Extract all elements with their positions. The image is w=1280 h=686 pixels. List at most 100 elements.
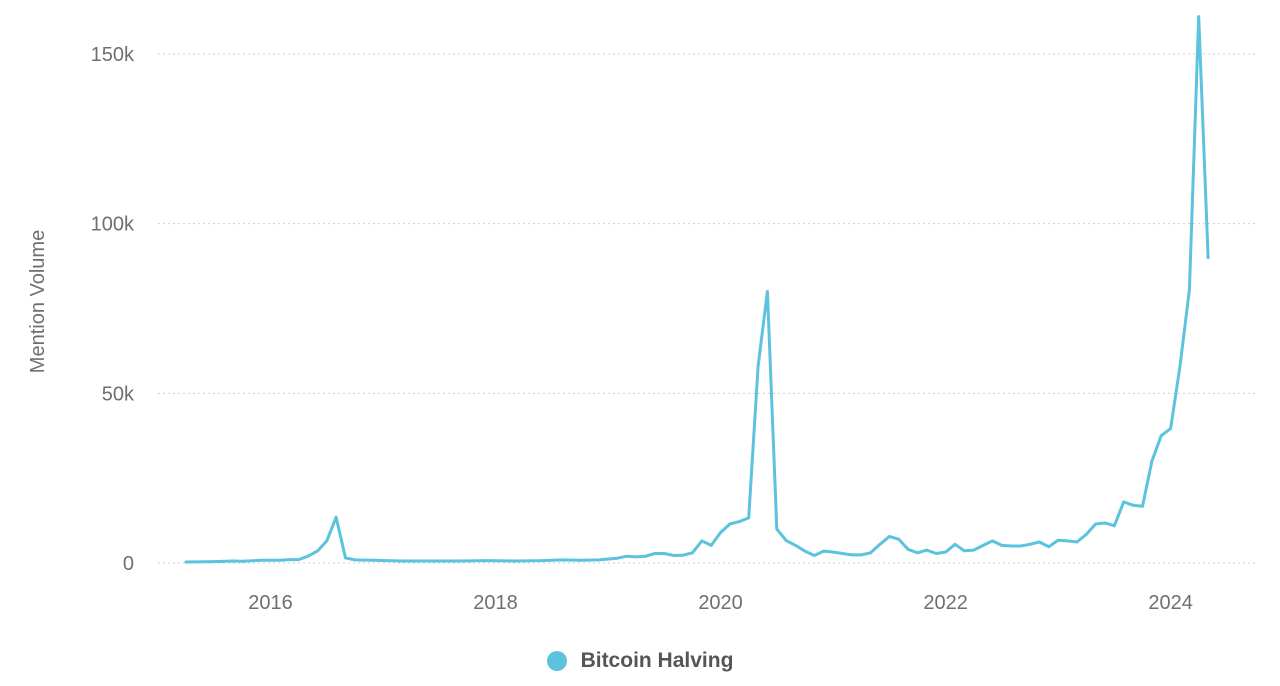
line-chart: 0 50k 100k 150k 2016 2018 2020 2022 2024 Mentio… <box>27 15 1255 614</box>
data-point <box>944 550 947 554</box>
data-point <box>231 559 235 563</box>
data-point <box>953 542 957 546</box>
data-point <box>1169 427 1172 430</box>
data-point <box>878 542 882 546</box>
data-point <box>1113 524 1116 528</box>
data-point <box>325 539 329 543</box>
data-point <box>1188 288 1191 292</box>
data-point <box>991 539 994 543</box>
data-point <box>887 535 891 538</box>
data-point <box>1038 540 1041 544</box>
data-point <box>981 544 985 547</box>
data-point <box>644 554 647 558</box>
data-point <box>775 527 779 531</box>
data-point <box>241 559 244 563</box>
y-tick-label: 0 <box>123 553 134 575</box>
data-point <box>747 516 751 520</box>
data-point <box>1150 459 1154 463</box>
gridlines <box>158 53 1255 564</box>
data-point <box>700 539 704 543</box>
data-point <box>1000 544 1004 547</box>
y-tick-label: 50k <box>102 383 135 405</box>
data-point <box>316 549 319 553</box>
data-point <box>1159 434 1163 438</box>
data-point <box>1028 542 1032 546</box>
x-tick-label: 2020 <box>698 592 743 614</box>
data-point <box>297 558 300 561</box>
data-point <box>784 539 788 542</box>
data-point <box>972 548 976 552</box>
data-point <box>850 553 854 557</box>
data-point <box>278 558 282 562</box>
data-point <box>456 559 460 563</box>
data-point <box>831 550 835 554</box>
data-point <box>334 515 338 519</box>
data-point <box>212 560 216 563</box>
legend-swatch-icon <box>546 651 567 671</box>
series-lines <box>184 15 1210 564</box>
data-point <box>766 290 769 293</box>
data-point <box>897 537 901 541</box>
data-point <box>803 549 807 553</box>
y-axis-ticks: 0 50k 100k 150k <box>91 44 135 575</box>
legend-label: Bitcoin Halving <box>580 649 734 672</box>
data-point <box>1197 15 1201 18</box>
data-point <box>916 551 919 555</box>
data-point <box>737 520 741 523</box>
data-point <box>484 559 488 562</box>
x-tick-label: 2018 <box>473 592 518 614</box>
data-point <box>962 549 966 553</box>
data-point <box>353 558 357 562</box>
data-point <box>822 549 826 553</box>
data-point <box>1122 500 1126 504</box>
data-point <box>512 559 516 563</box>
data-point <box>653 552 657 555</box>
data-point <box>1094 522 1097 526</box>
data-point <box>1066 539 1069 543</box>
x-tick-label: 2016 <box>248 592 293 614</box>
data-point <box>184 560 188 564</box>
data-point <box>728 522 732 526</box>
data-point <box>1009 544 1013 548</box>
x-tick-label: 2022 <box>923 592 968 614</box>
data-point <box>1019 544 1022 548</box>
data-point <box>906 548 910 551</box>
data-point <box>681 553 685 557</box>
y-tick-label: 150k <box>91 44 135 66</box>
y-tick-label: 100k <box>91 214 135 236</box>
data-point <box>869 551 872 555</box>
data-point <box>1056 538 1060 542</box>
data-point <box>672 554 676 557</box>
legend: Bitcoin Halving <box>0 645 1280 677</box>
data-point <box>662 552 666 555</box>
data-point <box>578 558 582 562</box>
data-point <box>1141 504 1144 508</box>
x-tick-label: 2024 <box>1148 592 1193 614</box>
data-point <box>812 554 816 557</box>
data-point <box>616 556 619 560</box>
data-point <box>1047 545 1051 549</box>
data-point <box>794 544 797 547</box>
y-axis-title: Mention Volume <box>27 230 49 373</box>
data-point <box>287 558 291 561</box>
data-point <box>428 559 432 563</box>
data-point <box>934 552 938 555</box>
data-point <box>372 558 375 562</box>
data-point <box>1206 256 1210 259</box>
data-point <box>344 556 347 560</box>
data-point <box>559 558 563 562</box>
data-point <box>597 558 601 562</box>
series-line <box>184 15 1210 564</box>
data-point <box>719 531 722 534</box>
data-point <box>306 554 310 558</box>
x-axis-ticks: 2016 2018 2020 2022 2024 <box>248 592 1193 614</box>
data-point <box>1178 364 1182 368</box>
data-point <box>259 558 263 562</box>
data-point <box>841 552 844 555</box>
data-point <box>541 559 544 562</box>
data-point <box>1103 521 1107 525</box>
data-point <box>756 364 760 368</box>
data-point <box>859 553 863 557</box>
data-point <box>1075 540 1079 544</box>
data-point <box>400 559 404 563</box>
